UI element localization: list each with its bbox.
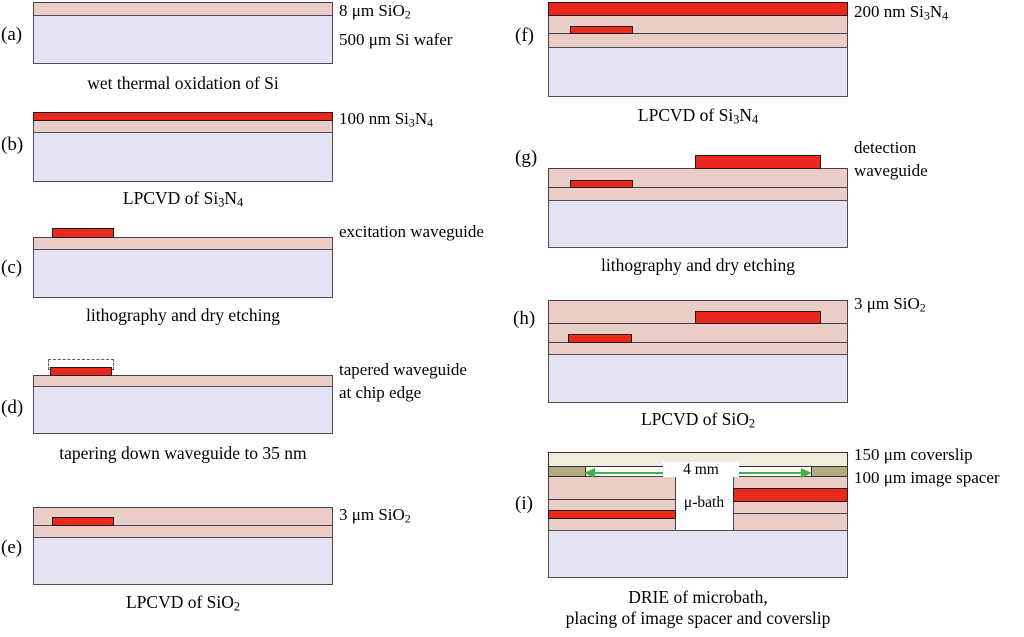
panel-d-label-line2: at chip edge xyxy=(339,383,422,402)
panel-a-letter: (a) xyxy=(1,24,23,45)
panel-e-buried-excitation-waveguide xyxy=(52,517,114,526)
panel-i-coverslip-label: 150 μm coverslip xyxy=(854,445,973,464)
panel-i-caption-line1: DRIE of microbath, xyxy=(628,587,768,607)
panel-g-letter: (g) xyxy=(515,147,538,168)
panel-g-caption: lithography and dry etching xyxy=(601,255,795,275)
panel-d-si-wafer-layer xyxy=(33,386,333,434)
panel-i-left-top-oxide xyxy=(548,476,676,500)
panel-i-caption-line2: placing of image spacer and coverslip xyxy=(565,608,831,628)
panel-h-oxide-label: 3 μm SiO2 xyxy=(854,294,926,315)
panel-a-wafer-label: 500 μm Si wafer xyxy=(339,30,453,49)
panel-a-caption: wet thermal oxidation of Si xyxy=(87,73,279,93)
panel-f-buried-excitation-waveguide xyxy=(570,26,633,34)
panel-h-si-wafer-layer xyxy=(548,354,848,403)
panel-c-caption: lithography and dry etching xyxy=(86,305,280,325)
panel-a-oxide-label: 8 μm SiO2 xyxy=(339,1,411,22)
panel-h-buried-excitation-waveguide xyxy=(568,334,632,343)
panel-i-image-spacer-right xyxy=(811,466,848,477)
panel-f-si-wafer-layer xyxy=(548,47,848,97)
panel-i-spacer-label: 100 μm image spacer xyxy=(854,468,1000,487)
panel-i-si-wafer-layer xyxy=(548,530,848,578)
panel-f-caption: LPCVD of Si3N4 xyxy=(637,105,759,127)
panel-e-letter: (e) xyxy=(1,537,23,558)
panel-g-label-line2: waveguide xyxy=(854,161,928,180)
panel-f-letter: (f) xyxy=(515,25,534,46)
panel-e-oxide-label: 3 μm SiO2 xyxy=(339,505,411,526)
panel-g-thermal-oxide-layer xyxy=(548,187,848,201)
panel-g-si-wafer-layer xyxy=(548,200,848,248)
panel-i-dimension-label: 4 mm xyxy=(663,462,739,477)
panel-g-label-line1: detection xyxy=(854,138,917,157)
panel-b-nitride-film xyxy=(33,112,333,121)
panel-i-right-detection-waveguide-layer xyxy=(733,488,848,502)
panel-c-letter: (c) xyxy=(1,257,23,278)
panel-a-si-wafer-layer xyxy=(33,15,333,64)
panel-g-buried-excitation-waveguide xyxy=(570,180,633,188)
panel-f-nitride-film xyxy=(548,2,848,16)
panel-b-si-wafer-layer xyxy=(33,132,333,182)
panel-f-thermal-oxide-layer xyxy=(548,33,848,48)
panel-d-tapered-waveguide xyxy=(50,367,112,376)
panel-d-caption: tapering down waveguide to 35 nm xyxy=(59,443,307,463)
panel-b-nitride-label: 100 nm Si3N4 xyxy=(339,109,434,130)
panel-a-thermal-oxide-layer xyxy=(33,2,333,16)
panel-i-letter: (i) xyxy=(515,493,533,514)
panel-i-left-excitation-waveguide-layer xyxy=(548,510,676,519)
panel-i-right-bottom-oxide xyxy=(733,513,848,531)
panel-h-buried-detection-waveguide xyxy=(695,311,821,324)
panel-b-letter: (b) xyxy=(1,134,24,155)
panel-c-excitation-waveguide xyxy=(52,228,114,238)
panel-i-image-spacer-left xyxy=(548,466,586,477)
panel-b-caption: LPCVD of Si3N4 xyxy=(122,188,244,210)
panel-c-waveguide-label: excitation waveguide xyxy=(339,222,484,241)
panel-d-letter: (d) xyxy=(1,397,24,418)
panel-e-caption: LPCVD of SiO2 xyxy=(125,592,241,614)
panel-d-label-line1: tapered waveguide xyxy=(339,360,467,379)
panel-e-si-wafer-layer xyxy=(33,537,333,585)
panel-h-letter: (h) xyxy=(513,308,536,329)
panel-f-nitride-label: 200 nm Si3N4 xyxy=(854,2,949,23)
panel-c-si-wafer-layer xyxy=(33,249,333,298)
panel-h-caption: LPCVD of SiO2 xyxy=(640,409,756,431)
panel-i-microbath-label: μ-bath xyxy=(683,494,725,511)
panel-g-detection-waveguide xyxy=(695,155,821,169)
